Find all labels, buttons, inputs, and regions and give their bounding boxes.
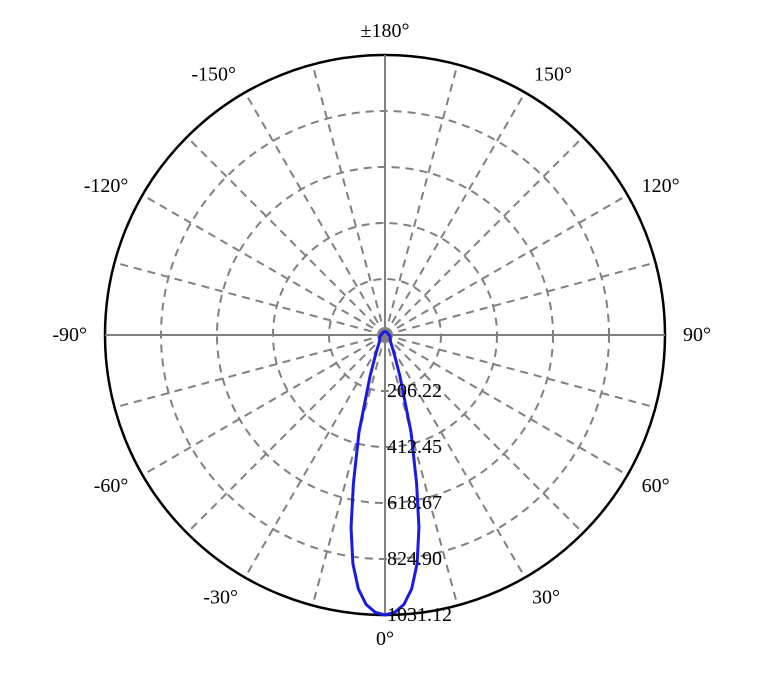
radial-tick-label: 412.45: [387, 436, 442, 458]
radial-tick-label: 824.90: [387, 548, 442, 570]
angle-tick-label: 0°: [376, 628, 394, 650]
angle-tick-label: 60°: [642, 475, 670, 497]
angle-tick-label: -90°: [52, 324, 87, 346]
angle-tick-label: 90°: [683, 324, 711, 346]
angle-tick-label: -120°: [84, 175, 129, 197]
radial-tick-label: 618.67: [387, 492, 442, 514]
radial-tick-label: 1031.12: [387, 604, 452, 626]
angle-tick-label: -30°: [203, 587, 238, 609]
angle-tick-label: 150°: [534, 63, 572, 85]
polar-chart: 206.22 412.45 618.67 824.90 1031.12 ±180° -150…: [0, 0, 764, 679]
angle-tick-label: -60°: [94, 475, 129, 497]
radial-tick-label: 206.22: [387, 380, 442, 402]
angle-tick-label: -150°: [191, 63, 236, 85]
angle-tick-label: 120°: [642, 175, 680, 197]
angle-tick-label: ±180°: [361, 20, 410, 42]
angle-tick-label: 30°: [532, 587, 560, 609]
